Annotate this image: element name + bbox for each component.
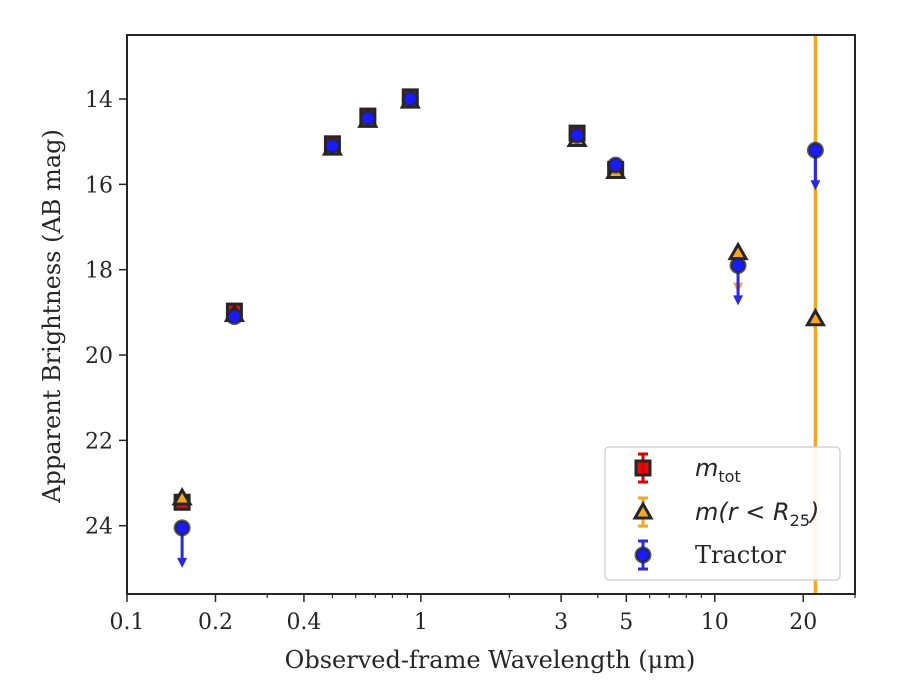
legend-entry-2: Tractor <box>634 539 786 571</box>
y-tick-label: 14 <box>85 88 113 113</box>
series-1 <box>171 90 826 506</box>
marker-circle <box>323 137 341 155</box>
x-tick-label: 0.2 <box>198 610 233 635</box>
x-tick-label: 5 <box>619 610 633 635</box>
marker-circle <box>568 126 586 144</box>
y-tick-label: 18 <box>85 259 113 284</box>
upper-limit-arrowhead <box>733 295 744 306</box>
data-point <box>359 109 377 127</box>
series-0 <box>173 88 625 511</box>
marker-triangle <box>171 486 193 506</box>
marker-triangle <box>632 500 654 520</box>
upper-limit-arrowhead <box>177 557 188 568</box>
x-tick-label: 0.1 <box>110 610 145 635</box>
legend-entry-1: m(r < R25) <box>632 496 819 530</box>
marker-circle <box>225 308 243 326</box>
x-tick-label: 20 <box>789 610 817 635</box>
data-point <box>804 307 826 327</box>
legend-label: mtot <box>695 454 741 486</box>
marker-square <box>634 459 652 477</box>
data-point <box>171 486 193 506</box>
y-tick-label: 20 <box>85 344 113 369</box>
y-tick-label: 24 <box>85 515 113 540</box>
legend-box <box>604 446 841 581</box>
x-axis-label: Observed-frame Wavelength (μm) <box>285 646 696 674</box>
x-tick-label: 3 <box>554 610 568 635</box>
marker-circle <box>806 141 824 159</box>
marker-circle <box>401 90 419 108</box>
marker-circle <box>634 546 652 564</box>
data-marks <box>171 88 826 568</box>
legend-label: Tractor <box>695 541 786 569</box>
data-point <box>323 137 341 155</box>
marker-circle <box>729 256 747 274</box>
axes: 0.1 0.2 0.4 1 3 5 10 20 14 16 18 20 22 24 <box>85 34 856 635</box>
data-point <box>729 256 747 306</box>
legend: mtot m(r < R25) Tractor <box>604 446 841 581</box>
data-point <box>607 156 625 174</box>
y-tick-label: 22 <box>85 429 113 454</box>
legend-entry-0: mtot <box>634 452 741 486</box>
data-point <box>225 308 243 326</box>
plot-frame <box>126 34 856 595</box>
data-point <box>401 90 419 108</box>
legend-label: m(r < R25) <box>695 498 819 530</box>
x-tick-label: 0.4 <box>286 610 321 635</box>
upper-limit-arrowhead <box>810 180 821 191</box>
marker-circle <box>359 109 377 127</box>
x-tick-label: 1 <box>414 610 428 635</box>
marker-circle <box>173 519 191 537</box>
data-point <box>806 141 824 191</box>
x-tick-label: 10 <box>701 610 729 635</box>
data-point <box>568 126 586 144</box>
marker-circle <box>607 156 625 174</box>
y-axis-label: Apparent Brightness (AB mag) <box>38 129 66 504</box>
y-tick-label: 16 <box>85 173 113 198</box>
series-2 <box>173 90 824 568</box>
marker-triangle <box>727 241 749 261</box>
data-point <box>173 519 191 568</box>
marker-triangle <box>804 307 826 327</box>
